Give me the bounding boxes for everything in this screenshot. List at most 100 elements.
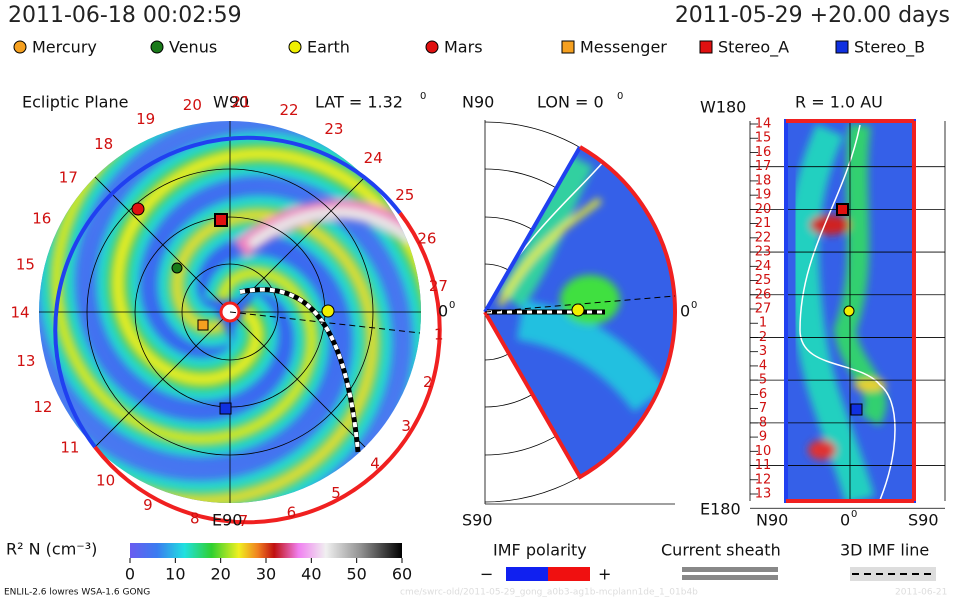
superscript: 0 [851, 509, 857, 520]
row-label: 24 [755, 259, 772, 274]
density-arm [53, 121, 315, 443]
axis-label: N90 [756, 511, 788, 530]
row-label: 23 [755, 245, 772, 260]
key-title: IMF polarity [493, 541, 587, 560]
legend-marker [835, 40, 849, 54]
legend-marker [699, 40, 713, 54]
radius-label: R = 1.0 AU [795, 93, 883, 112]
row-label: 9 [759, 430, 767, 445]
carrington-label: 8 [190, 510, 200, 528]
axis-label: 0 [840, 511, 850, 530]
key-label: + [598, 565, 611, 584]
axis-label: W90 [213, 93, 249, 112]
carrington-label: 27 [429, 277, 448, 295]
meridional-plot [483, 120, 678, 505]
carrington-label: 22 [280, 101, 299, 119]
row-label: 10 [755, 444, 772, 459]
row-label: 1 [759, 316, 767, 331]
ecliptic-plot [39, 121, 442, 525]
legend-marker [13, 40, 27, 54]
colorbar-tick-label: 50 [346, 565, 366, 584]
density-arm [247, 207, 414, 250]
carrington-label: 11 [60, 438, 79, 456]
carrington-label: 3 [401, 417, 411, 435]
legend-label: Messenger [580, 38, 667, 57]
carrington-label: 23 [324, 120, 343, 138]
key-label: − [480, 565, 493, 584]
row-label: 20 [755, 202, 772, 217]
lat-label: LAT = 1.32 [315, 93, 403, 112]
carrington-label: 21 [231, 93, 250, 111]
radial-plot [749, 119, 946, 509]
carrington-label: 13 [16, 352, 35, 370]
carrington-label: 10 [96, 472, 115, 490]
row-label: 18 [755, 173, 772, 188]
carrington-label: 5 [331, 484, 341, 502]
axis-label: N90 [462, 93, 494, 112]
row-label: 16 [755, 145, 772, 160]
carrington-label: 20 [183, 96, 202, 114]
carrington-label: 14 [10, 304, 29, 322]
legend-marker [288, 40, 302, 54]
legend-marker [561, 40, 575, 54]
footer-date: 2011-06-21 [895, 588, 947, 598]
row-label: 13 [755, 487, 772, 502]
axis-label: S90 [908, 511, 939, 530]
carrington-label: 9 [143, 496, 153, 514]
superscript: 0 [691, 300, 697, 311]
row-label: 4 [759, 358, 767, 373]
superscript: 0 [617, 91, 623, 102]
axis-label: 0 [680, 302, 690, 321]
row-label: 15 [755, 131, 772, 146]
carrington-label: 1 [434, 326, 444, 344]
legend-label: Mercury [32, 38, 97, 57]
row-label: 19 [755, 188, 772, 203]
legend-label: Mars [444, 38, 483, 57]
row-label: 27 [755, 302, 772, 317]
run-time: 2011-06-18 00:02:59 [8, 3, 242, 28]
row-label: 22 [755, 230, 772, 245]
colorbar-tick-label: 10 [165, 565, 185, 584]
row-label: 25 [755, 273, 772, 288]
axis-label: W180 [700, 98, 746, 117]
row-label: 2 [759, 330, 767, 345]
density-arm [39, 211, 377, 503]
carrington-label: 17 [59, 168, 78, 186]
row-label: 6 [759, 387, 767, 402]
axis-label: S90 [462, 511, 493, 530]
carrington-label: 12 [33, 398, 52, 416]
sheath-swatch [682, 567, 778, 572]
carrington-label: 7 [239, 512, 249, 530]
carrington-label: 19 [136, 110, 155, 128]
superscript: 0 [449, 300, 455, 311]
carrington-label: 16 [32, 209, 51, 227]
carrington-label: 6 [287, 503, 297, 521]
row-label: 14 [755, 117, 772, 132]
row-label: 3 [759, 344, 767, 359]
colorbar-tick-label: 0 [125, 565, 135, 584]
panel-title: Ecliptic Plane [22, 93, 128, 112]
legend-label: Earth [307, 38, 350, 57]
legend-marker [425, 40, 439, 54]
axis-label: E180 [700, 500, 741, 519]
row-label: 17 [755, 159, 772, 174]
colorbar-tick-label: 60 [392, 565, 412, 584]
colorbar-tick-label: 40 [301, 565, 321, 584]
key-title: Current sheath [661, 541, 781, 560]
carrington-label: 2 [423, 373, 433, 391]
colorbar-tick-label: 20 [210, 565, 230, 584]
footer: ENLIL-2.6 lowres WSA-1.6 GONG [4, 588, 150, 598]
row-label: 12 [755, 472, 772, 487]
row-label: 21 [755, 216, 772, 231]
row-label: 7 [759, 401, 767, 416]
carrington-label: 24 [364, 149, 383, 167]
legend-label: Venus [169, 38, 217, 57]
row-label: 5 [759, 373, 767, 388]
superscript: 0 [420, 91, 426, 102]
colorbar-tick-label: 30 [256, 565, 276, 584]
sheath-swatch [682, 575, 778, 580]
legend-label: Stereo_A [718, 38, 789, 58]
colorbar [130, 543, 402, 558]
carrington-label: 15 [16, 255, 35, 273]
